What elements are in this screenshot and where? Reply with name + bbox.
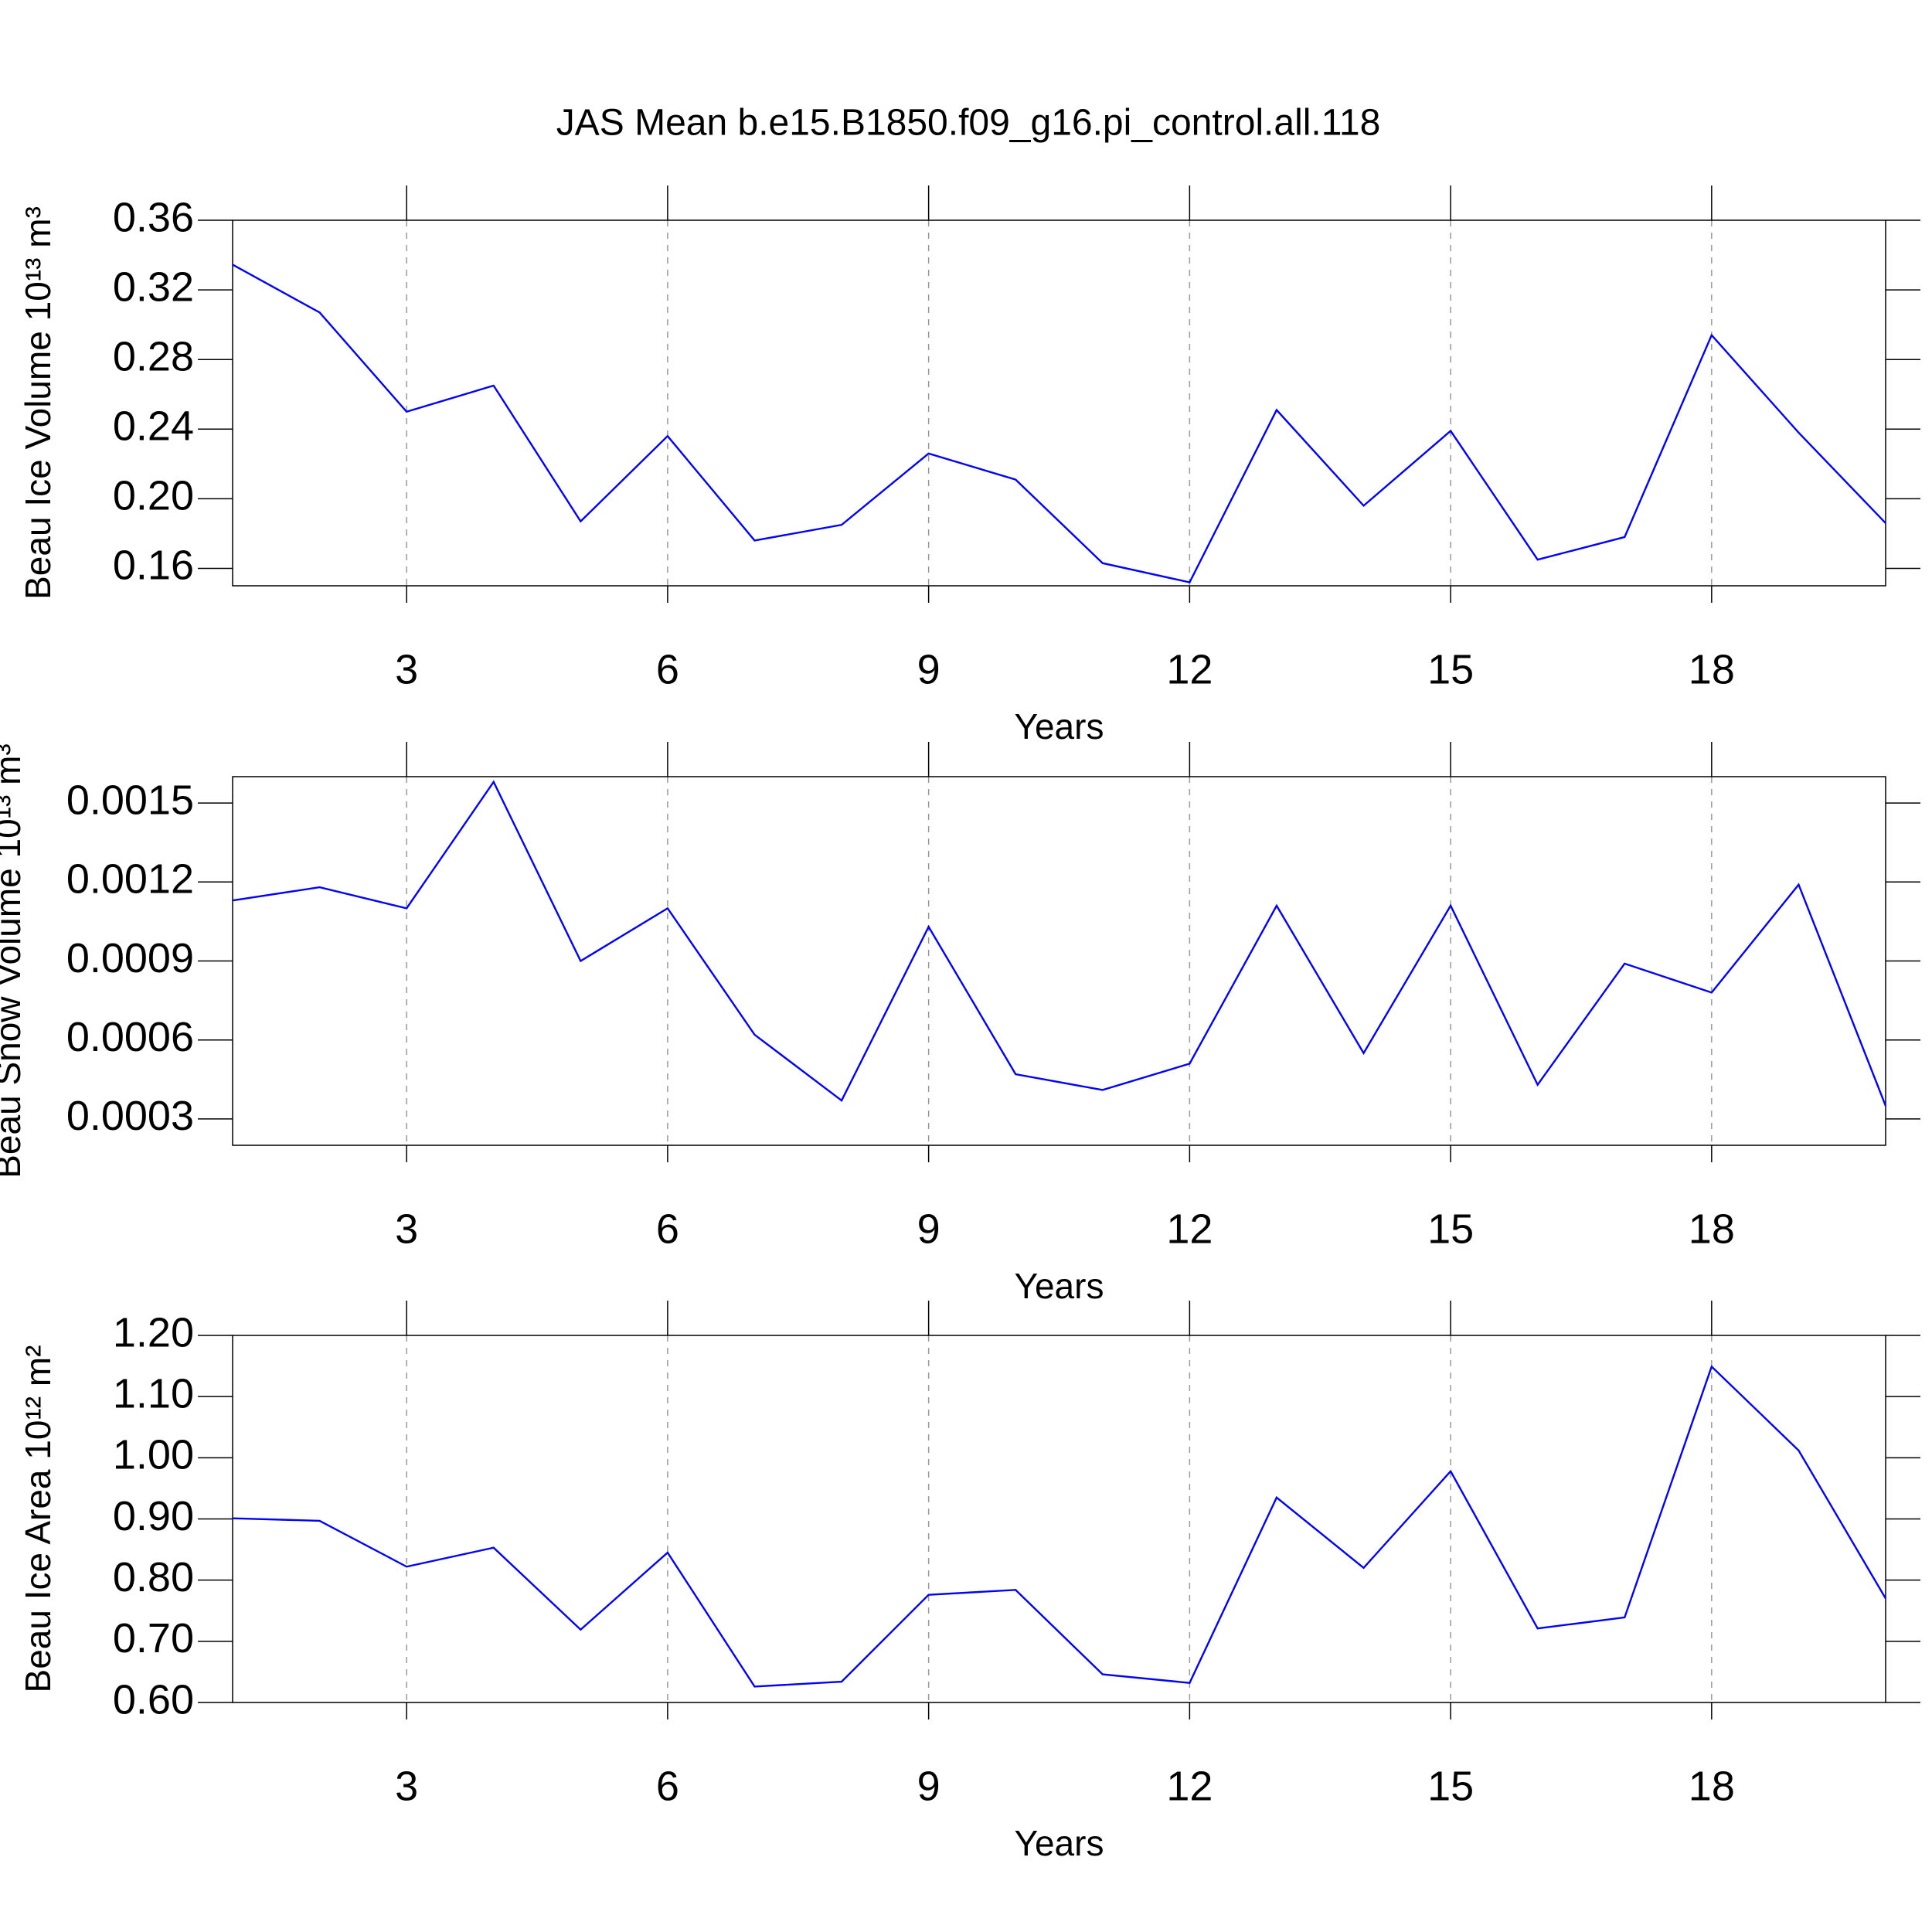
y-axis-label: Beau Ice Area 10¹² m² [18, 1345, 58, 1693]
y-tick-label: 0.24 [113, 403, 194, 450]
plot-frame [232, 776, 1886, 1146]
x-axis-label: Years [1015, 1823, 1104, 1863]
x-tick-label: 18 [1689, 646, 1735, 692]
y-tick-label: 1.20 [113, 1309, 194, 1355]
x-tick-label: 9 [917, 1206, 940, 1252]
x-tick-label: 15 [1427, 646, 1474, 692]
plot-frame [232, 219, 1886, 587]
y-tick-label: 0.60 [113, 1676, 194, 1723]
data-line [232, 780, 1887, 1107]
y-tick-label: 0.0006 [66, 1014, 194, 1060]
x-tick-label: 3 [395, 1763, 418, 1809]
y-axis-label: Beau Ice Volume 10¹³ m³ [18, 206, 58, 600]
y-tick-label: 0.0003 [66, 1093, 194, 1139]
x-tick-label: 3 [395, 1206, 418, 1252]
y-tick-label: 0.70 [113, 1615, 194, 1662]
figure-title: JAS Mean b.e15.B1850.f09_g16.pi_control.… [556, 103, 1381, 144]
x-tick-label: 3 [395, 646, 418, 692]
x-tick-label: 15 [1427, 1206, 1474, 1252]
y-tick-label: 0.0012 [66, 856, 194, 903]
x-axis-label: Years [1015, 1266, 1104, 1306]
x-tick-label: 12 [1166, 1763, 1213, 1809]
x-tick-label: 6 [656, 646, 679, 692]
y-tick-label: 0.90 [113, 1493, 194, 1539]
x-tick-label: 12 [1166, 1206, 1213, 1252]
x-tick-label: 6 [656, 1763, 679, 1809]
x-tick-label: 18 [1689, 1206, 1735, 1252]
x-tick-label: 15 [1427, 1763, 1474, 1809]
y-tick-label: 1.10 [113, 1370, 194, 1417]
y-tick-label: 0.36 [113, 194, 194, 240]
y-tick-label: 0.0015 [66, 777, 194, 823]
y-tick-label: 0.20 [113, 473, 194, 519]
y-tick-label: 0.16 [113, 543, 194, 589]
x-tick-label: 9 [917, 646, 940, 692]
y-tick-label: 0.0009 [66, 935, 194, 981]
x-tick-label: 9 [917, 1763, 940, 1809]
data-line [232, 1365, 1887, 1688]
x-tick-label: 6 [656, 1206, 679, 1252]
y-tick-label: 0.28 [113, 333, 194, 379]
data-line [232, 264, 1886, 583]
x-axis-label: Years [1015, 706, 1104, 747]
y-tick-label: 0.32 [113, 264, 194, 310]
x-tick-label: 18 [1689, 1763, 1735, 1809]
y-tick-label: 0.80 [113, 1554, 194, 1600]
y-axis-label: Beau Snow Volume 10¹³ m³ [0, 743, 28, 1179]
x-tick-label: 12 [1166, 646, 1213, 692]
y-tick-label: 1.00 [113, 1432, 194, 1478]
